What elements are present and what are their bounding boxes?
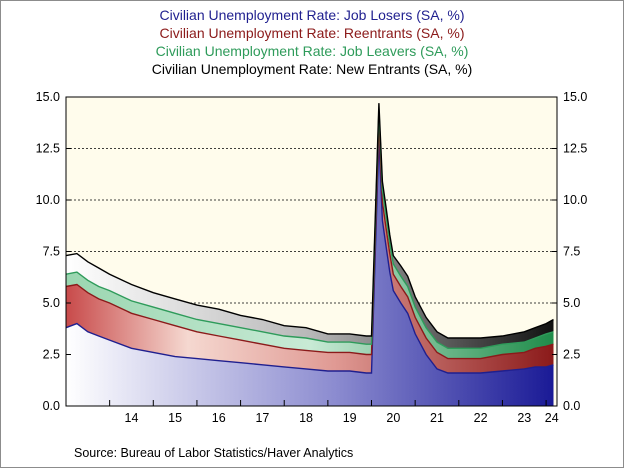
x-tick-label: 24 bbox=[545, 411, 559, 425]
source-note: Source: Bureau of Labor Statistics/Haver… bbox=[74, 446, 354, 460]
legend-entry-job-leavers: Civilian Unemployment Rate: Job Leavers … bbox=[155, 43, 469, 59]
x-tick-label: 18 bbox=[299, 411, 313, 425]
x-tick-label: 14 bbox=[125, 411, 139, 425]
y-tick-label-left: 7.5 bbox=[43, 245, 60, 259]
line-new-entrants bbox=[65, 103, 554, 339]
y-tick-label-right: 0.0 bbox=[563, 399, 580, 413]
x-tick-label: 19 bbox=[343, 411, 357, 425]
y-tick-label-left: 12.5 bbox=[36, 142, 60, 156]
legend-entry-job-losers: Civilian Unemployment Rate: Job Losers (… bbox=[159, 7, 465, 23]
x-tick-label: 20 bbox=[386, 411, 400, 425]
y-tick-label-left: 0.0 bbox=[43, 399, 60, 413]
y-tick-label-right: 10.0 bbox=[563, 193, 587, 207]
x-tick-label: 16 bbox=[212, 411, 226, 425]
x-tick-label: 15 bbox=[168, 411, 182, 425]
y-tick-label-left: 15.0 bbox=[36, 90, 60, 104]
series-lines bbox=[65, 103, 554, 374]
y-tick-label-right: 5.0 bbox=[563, 296, 580, 310]
x-tick-label: 23 bbox=[517, 411, 531, 425]
x-tick-label: 22 bbox=[474, 411, 488, 425]
tick-labels: 15.0 15.0 12.5 12.5 10.0 10.0 7.5 7.5 5.0 5.0 2.5 2… bbox=[36, 90, 588, 425]
y-tick-label-right: 15.0 bbox=[563, 90, 587, 104]
y-tick-label-left: 2.5 bbox=[43, 348, 60, 362]
y-tick-label-right: 2.5 bbox=[563, 348, 580, 362]
x-tick-label: 17 bbox=[255, 411, 269, 425]
legend-entry-new-entrants: Civilian Unemployment Rate: New Entrants… bbox=[151, 61, 473, 77]
stacked-areas bbox=[66, 103, 554, 406]
x-tick-label: 21 bbox=[430, 411, 444, 425]
legend: Civilian Unemployment Rate: Job Losers (… bbox=[0, 6, 624, 78]
area-job-losers bbox=[66, 138, 554, 406]
y-tick-label-left: 5.0 bbox=[43, 296, 60, 310]
y-tick-label-right: 12.5 bbox=[563, 142, 587, 156]
y-tick-label-right: 7.5 bbox=[563, 245, 580, 259]
legend-entry-reentrants: Civilian Unemployment Rate: Reentrants (… bbox=[159, 25, 465, 41]
y-tick-label-left: 10.0 bbox=[36, 193, 60, 207]
axes bbox=[65, 96, 558, 407]
